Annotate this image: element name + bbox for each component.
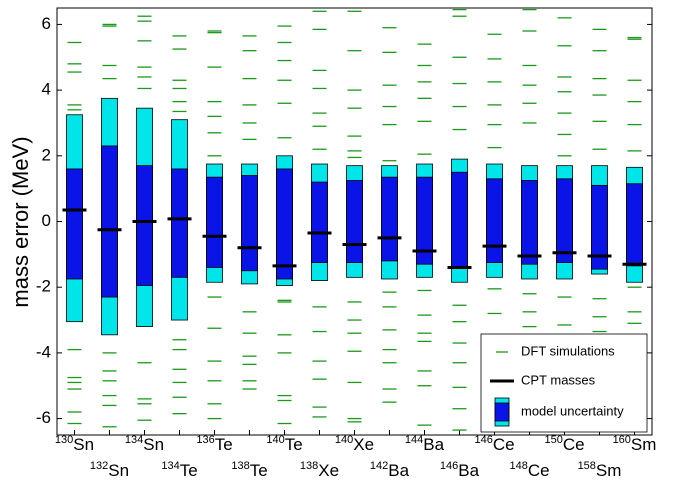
x-tick-label: 148Ce	[509, 460, 549, 481]
x-tick-label: 160Sm	[613, 434, 657, 455]
x-tick-label-mass: 136	[196, 434, 214, 446]
x-tick-label-mass: 134	[125, 434, 143, 446]
x-tick-label-mass: 146	[440, 460, 458, 472]
x-tick-label-element: Xe	[353, 435, 374, 454]
x-tick-label-mass: 148	[509, 460, 527, 472]
y-tick-label: -2	[36, 277, 51, 296]
x-tick-label-mass: 160	[613, 434, 631, 446]
legend-label: CPT masses	[521, 372, 596, 387]
x-tick-label-element: Ce	[563, 435, 585, 454]
x-tick-label-mass: 138	[231, 460, 249, 472]
uncertainty-inner	[626, 183, 643, 267]
x-tick-label: 134Te	[161, 460, 197, 481]
x-tick-label: 136Te	[196, 434, 232, 455]
x-tick-label-mass: 134	[161, 460, 179, 472]
x-tick-label-element: Te	[180, 461, 198, 480]
x-tick-label-element: Te	[285, 435, 303, 454]
x-tick-label-element: Sn	[73, 435, 94, 454]
x-tick-label-element: Sn	[143, 435, 164, 454]
uncertainty-inner	[206, 176, 223, 268]
x-tick-label-mass: 140	[335, 434, 353, 446]
x-tick-label: 144Ba	[405, 434, 445, 455]
x-tick-label: 140Xe	[335, 434, 374, 455]
x-tick-label-element: Xe	[318, 461, 339, 480]
x-tick-label: 142Ba	[370, 460, 410, 481]
x-tick-label-element: Sn	[108, 461, 129, 480]
uncertainty-inner	[241, 175, 258, 272]
x-tick-label-mass: 140	[266, 434, 284, 446]
y-tick-label: 4	[42, 80, 51, 99]
x-tick-label-element: Te	[215, 435, 233, 454]
x-tick-label-element: Ba	[388, 461, 409, 480]
x-tick-label-mass: 144	[405, 434, 423, 446]
uncertainty-inner	[381, 176, 398, 262]
x-tick-label-mass: 158	[578, 460, 596, 472]
uncertainty-inner	[416, 176, 433, 265]
x-tick-label: 138Te	[231, 460, 267, 481]
uncertainty-inner	[591, 184, 608, 270]
x-tick-label-element: Te	[250, 461, 268, 480]
x-tick-label: 134Sn	[125, 434, 164, 455]
x-tick-label: 140Te	[266, 434, 302, 455]
x-tick-label-element: Sm	[631, 435, 657, 454]
y-tick-label: 0	[42, 211, 51, 230]
x-tick-label: 150Ce	[544, 434, 584, 455]
y-tick-label: -6	[36, 408, 51, 427]
legend-label: model uncertainty	[521, 403, 624, 418]
x-tick-label: 132Sn	[90, 460, 129, 481]
y-tick-label: 6	[42, 14, 51, 33]
y-tick-label: 2	[42, 145, 51, 164]
x-tick-label-mass: 138	[300, 460, 318, 472]
x-tick-label: 146Ba	[440, 460, 480, 481]
x-tick-label-mass: 130	[55, 434, 73, 446]
uncertainty-inner	[311, 181, 328, 263]
y-axis-label: mass error (MeV)	[8, 136, 33, 307]
x-tick-label-element: Ce	[493, 435, 515, 454]
x-tick-label-mass: 150	[544, 434, 562, 446]
legend-label: DFT simulations	[521, 343, 615, 358]
x-tick-label-mass: 132	[90, 460, 108, 472]
x-tick-label-mass: 142	[370, 460, 388, 472]
uncertainty-inner	[451, 171, 468, 268]
x-tick-label: 158Sm	[578, 460, 622, 481]
uncertainty-inner	[171, 168, 188, 278]
x-tick-label: 146Ce	[474, 434, 514, 455]
x-tick-label-element: Sm	[596, 461, 622, 480]
y-tick-label: -4	[36, 342, 51, 361]
uncertainty-inner	[276, 168, 293, 280]
uncertainty-inner	[521, 180, 538, 265]
x-tick-label-mass: 146	[474, 434, 492, 446]
x-tick-label-element: Ce	[528, 461, 550, 480]
uncertainty-inner	[486, 178, 503, 263]
legend-swatch	[494, 402, 510, 422]
x-tick-label-element: Ba	[458, 461, 479, 480]
x-tick-label: 138Xe	[300, 460, 339, 481]
uncertainty-inner	[101, 145, 118, 298]
uncertainty-inner	[66, 168, 83, 280]
x-tick-label-element: Ba	[423, 435, 444, 454]
x-tick-label: 130Sn	[55, 434, 94, 455]
uncertainty-inner	[136, 165, 153, 286]
uncertainty-inner	[346, 180, 363, 263]
uncertainty-inner	[556, 178, 573, 263]
